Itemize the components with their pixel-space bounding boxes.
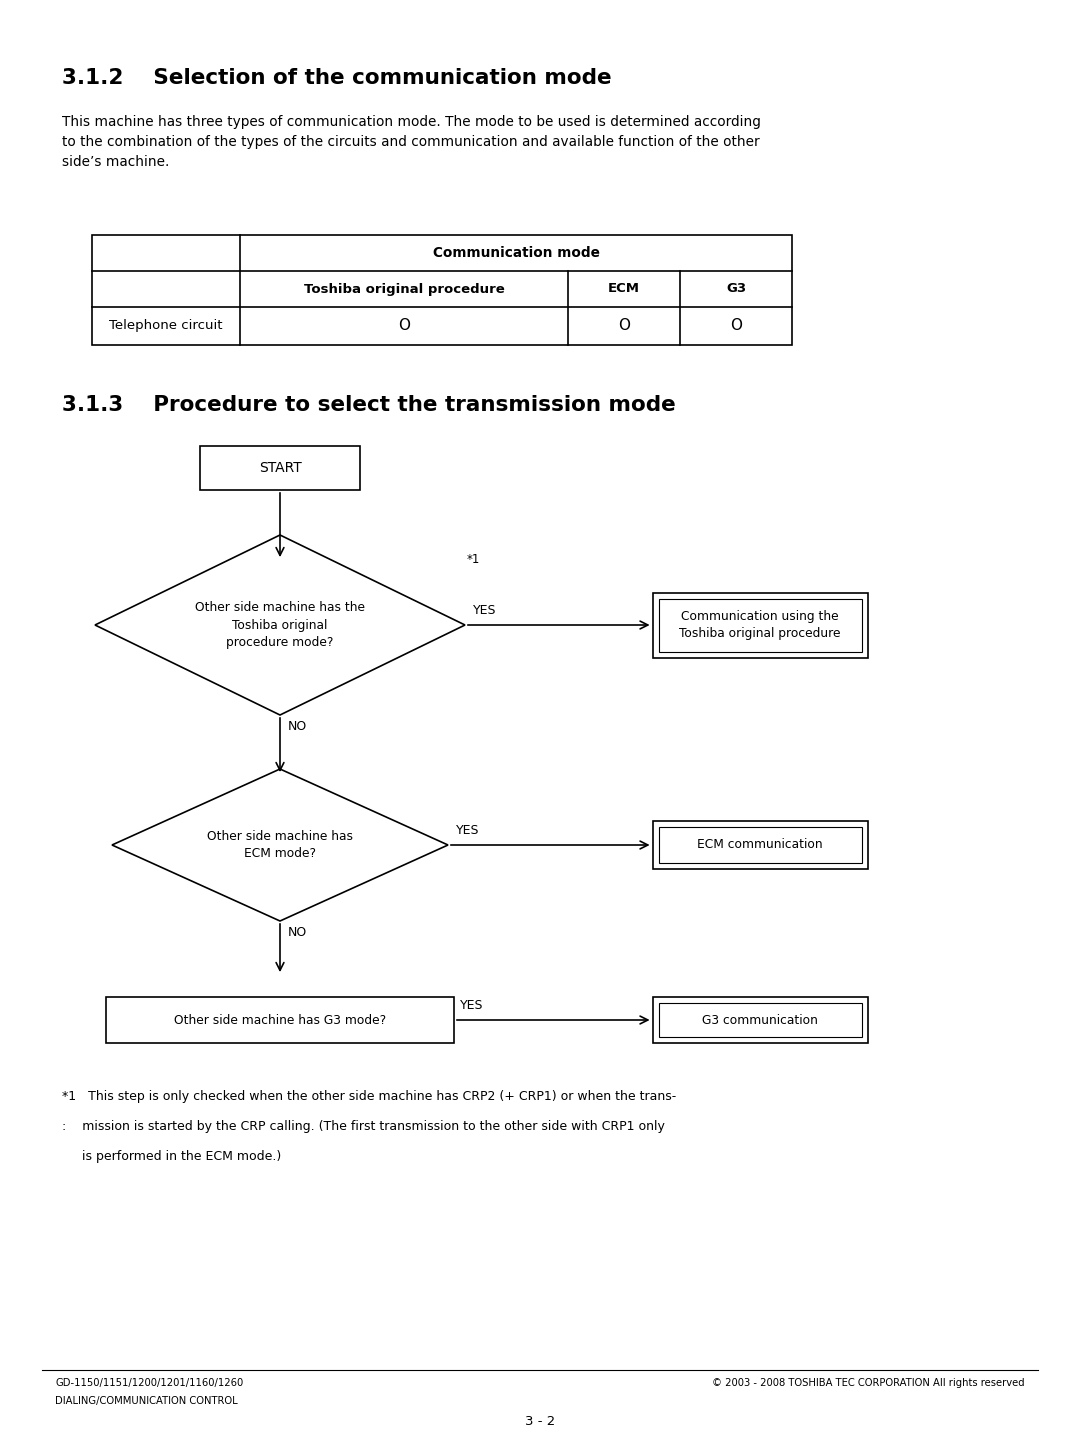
Bar [652, 592, 867, 657]
Text: Other side machine has
ECM mode?: Other side machine has ECM mode? [207, 830, 353, 860]
Text: ECM: ECM [608, 282, 640, 295]
Text: G3: G3 [726, 282, 746, 295]
Text: Toshiba original procedure: Toshiba original procedure [303, 282, 504, 295]
Bar [659, 827, 862, 863]
Text: © 2003 - 2008 TOSHIBA TEC CORPORATION All rights reserved: © 2003 - 2008 TOSHIBA TEC CORPORATION Al… [713, 1378, 1025, 1388]
Text: ECM communication: ECM communication [698, 839, 823, 852]
Text: YES: YES [473, 604, 497, 617]
Text: YES: YES [456, 824, 480, 837]
Bar [659, 1003, 862, 1038]
Text: *1   This step is only checked when the other side machine has CRP2 (+ CRP1) or : *1 This step is only checked when the ot… [62, 1089, 676, 1102]
Text: 3 - 2: 3 - 2 [525, 1415, 555, 1428]
Bar [106, 997, 454, 1043]
Text: is performed in the ECM mode.): is performed in the ECM mode.) [62, 1150, 281, 1163]
Text: NO: NO [288, 927, 307, 940]
Text: Communication using the
Toshiba original procedure: Communication using the Toshiba original… [679, 610, 840, 640]
Text: GD-1150/1151/1200/1201/1160/1260: GD-1150/1151/1200/1201/1160/1260 [55, 1378, 243, 1388]
Polygon shape [112, 769, 448, 921]
Bar [659, 598, 862, 651]
Text: 3.1.3    Procedure to select the transmission mode: 3.1.3 Procedure to select the transmissi… [62, 395, 676, 415]
Text: Communication mode: Communication mode [433, 246, 599, 259]
Bar [652, 821, 867, 869]
Bar [92, 235, 792, 344]
Bar [652, 997, 867, 1043]
Text: O: O [399, 318, 410, 333]
Text: 3.1.2    Selection of the communication mode: 3.1.2 Selection of the communication mod… [62, 68, 611, 88]
Text: O: O [730, 318, 742, 333]
Text: Other side machine has the
Toshiba original
procedure mode?: Other side machine has the Toshiba origi… [195, 601, 365, 648]
Text: DIALING/COMMUNICATION CONTROL: DIALING/COMMUNICATION CONTROL [55, 1396, 238, 1406]
Polygon shape [95, 535, 465, 715]
Text: Other side machine has G3 mode?: Other side machine has G3 mode? [174, 1013, 386, 1026]
Text: NO: NO [288, 720, 307, 733]
Text: G3 communication: G3 communication [702, 1013, 818, 1026]
Text: START: START [258, 461, 301, 476]
Text: This machine has three types of communication mode. The mode to be used is deter: This machine has three types of communic… [62, 115, 761, 169]
Text: O: O [618, 318, 630, 333]
Text: :    mission is started by the CRP calling. (The first transmission to the other: : mission is started by the CRP calling.… [62, 1120, 665, 1133]
Text: Telephone circuit: Telephone circuit [109, 320, 222, 333]
Text: *1: *1 [467, 553, 481, 566]
Bar [200, 447, 360, 490]
Text: YES: YES [460, 999, 484, 1012]
